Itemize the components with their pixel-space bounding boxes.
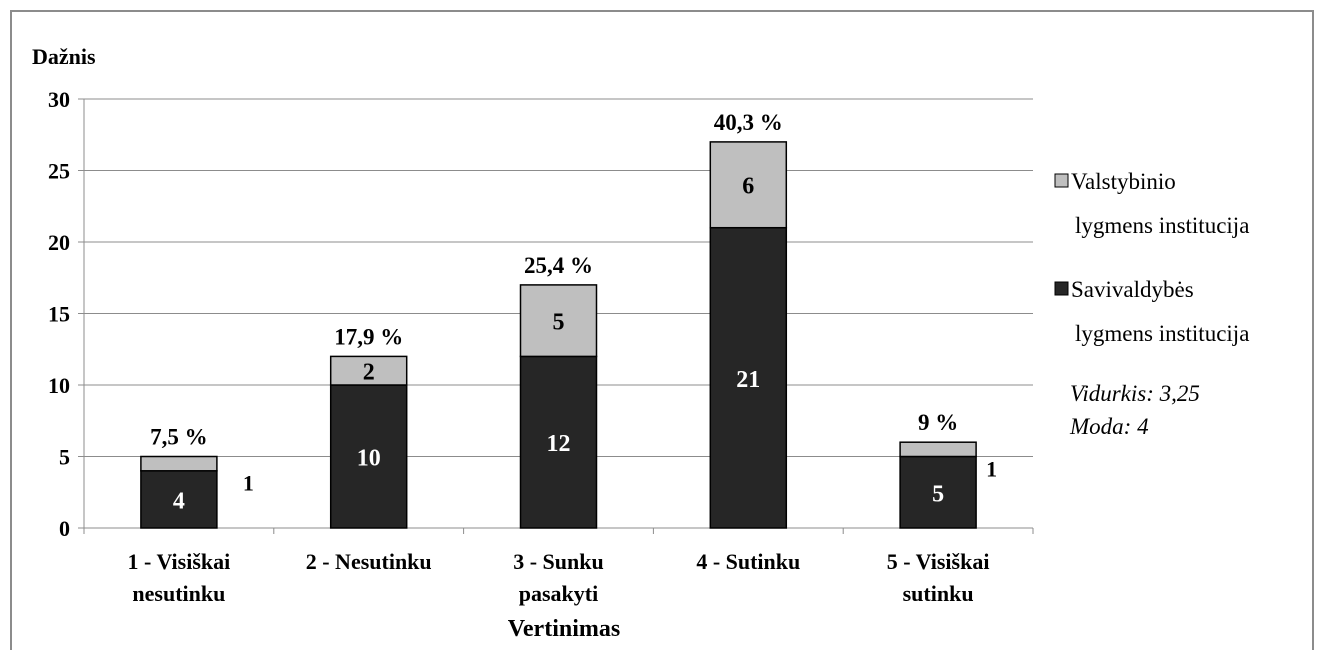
y-tick-label-0: 0 <box>59 516 70 541</box>
data-label-valstybinio-3: 5 <box>553 309 565 335</box>
y-tick-label-30: 30 <box>48 87 70 112</box>
y-tick-label-15: 15 <box>48 302 70 327</box>
data-label-valstybinio-4: 6 <box>742 173 754 199</box>
bar-savivaldybes-2 <box>329 384 408 529</box>
y-axis-title: Dažnis <box>32 44 96 69</box>
legend-label-savivaldybes-line-2: lygmens institucija <box>1075 321 1249 346</box>
legend-label-savivaldybes-line-1: Savivaldybės <box>1071 277 1194 302</box>
data-label-valstybinio-2: 2 <box>363 359 375 385</box>
data-label-valstybinio-5: 1 <box>986 456 997 481</box>
legend-label-valstybinio-line-1: Valstybinio <box>1071 169 1176 194</box>
x-tick-label-2-line-1: 2 - Nesutinku <box>306 549 432 574</box>
bar-valstybinio-5 <box>899 441 977 458</box>
percent-label-3: 25,4 % <box>524 253 593 278</box>
data-label-savivaldybes-4: 21 <box>736 367 760 393</box>
x-tick-label-3-line-2: pasakyti <box>519 581 598 606</box>
legend-label-valstybinio-line-2: lygmens institucija <box>1075 213 1249 238</box>
x-tick-label-1-line-1: 1 - Visiškai <box>128 549 231 574</box>
data-label-savivaldybes-5: 5 <box>932 481 944 507</box>
x-tick-label-3-line-1: 3 - Sunku <box>513 549 604 574</box>
y-tick-label-25: 25 <box>48 159 70 184</box>
mean-annotation: Vidurkis: 3,25 <box>1070 381 1200 406</box>
bar-valstybinio-2 <box>329 355 408 386</box>
percent-label-5: 9 % <box>918 410 958 435</box>
mode-annotation: Moda: 4 <box>1069 414 1149 439</box>
bar-valstybinio-4 <box>709 141 788 229</box>
bar-valstybinio-1 <box>140 455 218 472</box>
bar-savivaldybes-1 <box>140 470 218 529</box>
x-tick-label-5-line-1: 5 - Visiškai <box>887 549 990 574</box>
x-axis-title: Vertinimas <box>508 616 620 642</box>
data-label-savivaldybes-1: 4 <box>173 488 185 514</box>
bar-valstybinio-3 <box>519 284 598 358</box>
percent-label-1: 7,5 % <box>150 425 208 450</box>
percent-label-2: 17,9 % <box>334 324 403 349</box>
y-tick-label-10: 10 <box>48 373 70 398</box>
x-tick-label-1-line-2: nesutinku <box>132 581 225 606</box>
chart-frame <box>10 10 1314 650</box>
data-label-savivaldybes-3: 12 <box>547 431 571 457</box>
percent-label-4: 40,3 % <box>714 110 783 135</box>
y-tick-label-20: 20 <box>48 230 70 255</box>
data-label-valstybinio-1: 1 <box>243 471 254 496</box>
x-tick-label-4-line-1: 4 - Sutinku <box>696 549 800 574</box>
bar-savivaldybes-4 <box>709 226 788 529</box>
legend-swatch-valstybinio <box>1054 173 1069 188</box>
data-label-savivaldybes-2: 10 <box>357 446 381 472</box>
legend-swatch-savivaldybes <box>1054 281 1069 296</box>
y-tick-label-5: 5 <box>59 445 70 470</box>
x-tick-label-5-line-2: sutinku <box>903 581 974 606</box>
